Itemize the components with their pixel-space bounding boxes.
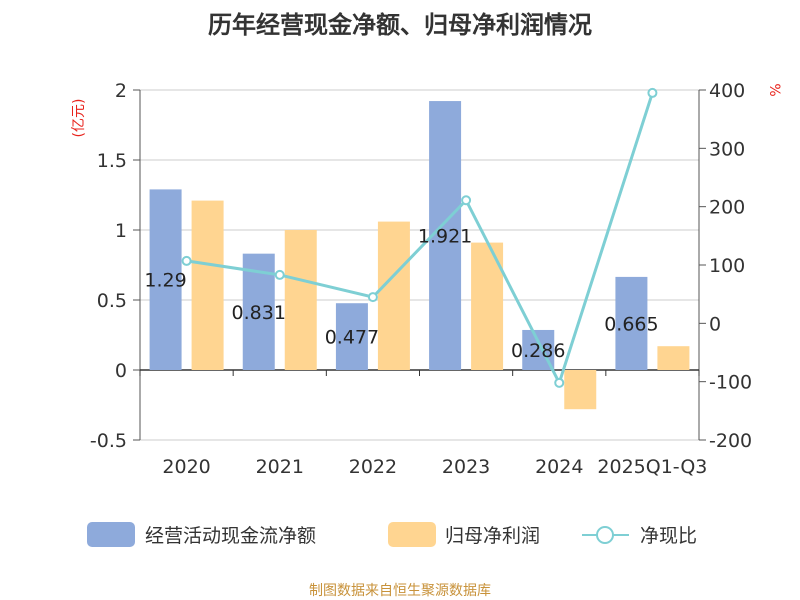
grid-lines [140, 89, 699, 441]
right-tick-label: -200 [709, 430, 752, 452]
ratio-point [461, 195, 472, 206]
category-label: 2021 [256, 456, 304, 478]
left-axis-unit: (亿元) [71, 99, 87, 138]
right-tick-label: 0 [709, 313, 721, 335]
right-tick-label: 300 [709, 138, 745, 160]
ratio-line [181, 87, 658, 388]
cashflow-bar [615, 276, 648, 370]
left-tick-label: 1 [115, 220, 127, 242]
right-tick-label: 200 [709, 197, 745, 219]
bars [149, 101, 690, 410]
legend: 经营活动现金流净额 归母净利润 净现比 [87, 522, 697, 547]
cashflow-data-label: 0.477 [325, 327, 379, 349]
cashflow-data-label: 0.665 [604, 313, 658, 335]
legend-marker-ratio [596, 526, 614, 544]
cashflow-data-label: 1.921 [418, 226, 472, 248]
category-label: 2023 [442, 456, 490, 478]
category-label: 2022 [349, 456, 397, 478]
net-profit-bar [564, 370, 597, 410]
left-tick-label: 1.5 [97, 150, 127, 172]
legend-label-cashflow: 经营活动现金流净额 [145, 525, 316, 547]
chart-title: 历年经营现金净额、归母净利润情况 [208, 11, 592, 39]
legend-swatch-net-profit [388, 522, 436, 547]
right-tick-label: 400 [709, 80, 745, 102]
ratio-point [367, 292, 378, 303]
left-tick-label: 2 [115, 80, 127, 102]
legend-swatch-cashflow [87, 522, 135, 547]
net-profit-bar [191, 200, 224, 370]
category-label: 2020 [162, 456, 210, 478]
net-profit-bar [377, 221, 410, 370]
net-profit-bar [657, 346, 690, 370]
cashflow-data-label: 0.831 [232, 302, 286, 324]
data-labels: 1.29 0.831 0.477 1.921 0.286 0.665 [144, 226, 658, 362]
category-label: 2024 [535, 456, 583, 478]
left-tick-label: -0.5 [90, 430, 127, 452]
right-tick-label: -100 [709, 372, 752, 394]
left-tick-label: 0.5 [97, 290, 127, 312]
cashflow-data-label: 0.286 [511, 340, 565, 362]
ratio-line-path [186, 92, 654, 387]
ratio-point [554, 377, 565, 388]
ratio-point [647, 87, 658, 98]
ratio-point [181, 255, 192, 266]
right-axis-unit: % [766, 83, 782, 96]
legend-label-net-profit: 归母净利润 [445, 525, 540, 547]
right-tick-label: 100 [709, 255, 745, 277]
ratio-point [274, 269, 285, 280]
cashflow-bar [429, 101, 462, 370]
left-tick-label: 0 [115, 360, 127, 382]
category-label: 2025Q1-Q3 [597, 456, 707, 478]
source-note: 制图数据来自恒生聚源数据库 [309, 583, 491, 599]
net-profit-bar [284, 230, 317, 370]
cashflow-data-label: 1.29 [144, 270, 186, 292]
cashflow-bar [335, 303, 368, 370]
cashflow-bar [149, 189, 182, 370]
legend-label-ratio: 净现比 [640, 525, 697, 547]
axes: 2 1.5 1 0.5 0 -0.5 400 300 200 100 0 -100 -200 2020 20… [90, 80, 752, 478]
